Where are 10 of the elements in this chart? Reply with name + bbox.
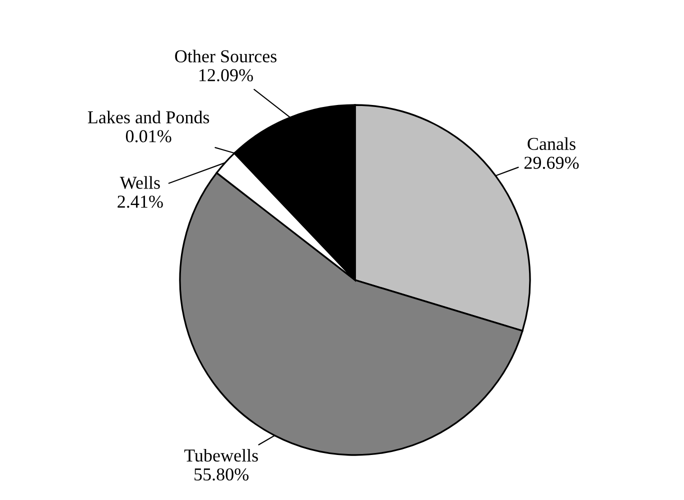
slice-label: Wells [120, 176, 160, 189]
slice-label: Lakes and Ponds [88, 110, 210, 124]
slice-label: Other Sources [175, 50, 276, 62]
data-label: 55.80% [194, 468, 249, 481]
data-label: 2.41% [118, 196, 163, 208]
data-label: 0.01% [126, 130, 172, 142]
data-label: 29.69% [524, 156, 579, 169]
data-label: 12.09% [200, 69, 253, 82]
slice-label: Canals [528, 137, 576, 150]
slice-label: Tubewells [184, 448, 258, 462]
